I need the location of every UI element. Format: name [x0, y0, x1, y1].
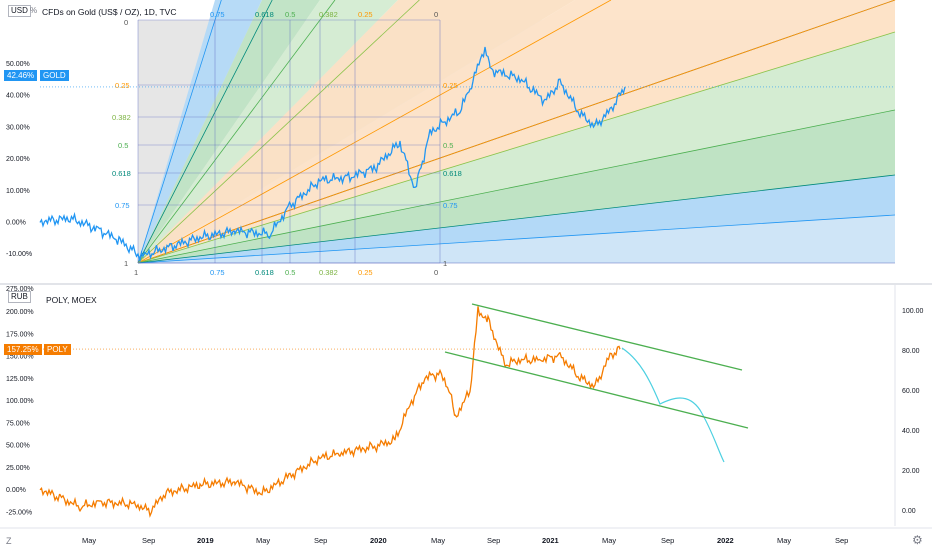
poly-right-axis-tick: 20.00 [902, 468, 920, 475]
fan-label-left: 1 [124, 259, 128, 268]
poly-right-axis-tick: 40.00 [902, 428, 920, 435]
poly-axis-tick: 75.00% [6, 420, 30, 427]
fan-label-top: 0 [434, 10, 438, 19]
projection-line [621, 347, 725, 463]
channel-upper-line [471, 303, 743, 371]
poly-chart-title[interactable]: POLY, MOEX [46, 295, 97, 305]
fan-ray-upper [137, 0, 222, 264]
fan-ray-lower [137, 31, 896, 264]
fan-ray-lower [137, 174, 896, 264]
fan-ray-upper [137, 0, 336, 264]
currency-button[interactable]: USD [8, 5, 31, 17]
fan-label-bottom: 0.5 [285, 268, 295, 277]
fan-ray-upper [137, 0, 612, 264]
time-axis-label: 2020 [370, 536, 387, 545]
settings-icon[interactable]: ⚙ [912, 533, 923, 547]
fan-label-bottom: 0.382 [319, 268, 338, 277]
fan-label-top: 0.618 [255, 10, 274, 19]
gold-price-line [39, 46, 626, 263]
fan-label-bottom: 0 [434, 268, 438, 277]
fan-ray-lower [137, 0, 896, 264]
time-axis-label: May [602, 536, 616, 545]
poly-axis-tick: 150.00% [6, 354, 34, 361]
gold-symbol-tag[interactable]: GOLD [40, 70, 69, 81]
fan-label-right: 0.75 [443, 201, 458, 210]
fan-label-top: 0.75 [210, 10, 225, 19]
fan-label-left: 0.382 [112, 113, 131, 122]
time-axis-label: May [777, 536, 791, 545]
gold-axis-tick: 0.00% [6, 220, 26, 227]
poly-right-axis-tick: 60.00 [902, 388, 920, 395]
fan-label-left: 0 [124, 18, 128, 27]
poly-right-axis-tick: 100.00 [902, 308, 924, 315]
poly-last-value-tag: 157.25% [4, 344, 42, 355]
gold-axis-tick: 40.00% [6, 93, 30, 100]
gold-last-value-tag: 42.46% [4, 70, 38, 81]
fan-label-left: 0.75 [115, 201, 130, 210]
time-axis-label: 2019 [197, 536, 214, 545]
poly-axis-tick: 100.00% [6, 398, 34, 405]
poly-price-line [39, 306, 621, 518]
time-axis-label: May [431, 536, 445, 545]
poly-symbol-tag[interactable]: POLY [44, 344, 71, 355]
time-axis-label: 2022 [717, 536, 734, 545]
gold-axis-tick: 50.00% [6, 61, 30, 68]
time-axis-label: Sep [142, 536, 155, 545]
poly-axis-tick: -25.00% [6, 509, 32, 516]
fan-label-top: 0.382 [319, 10, 338, 19]
time-axis-label: Sep [487, 536, 500, 545]
fan-label-left: 0.5 [118, 141, 128, 150]
time-axis-label: May [82, 536, 96, 545]
zoom-reset-button[interactable]: Z [6, 536, 12, 546]
fan-ray-upper [137, 0, 420, 264]
fan-label-right: 0.25 [443, 81, 458, 90]
poly-axis-tick: 175.00% [6, 331, 34, 338]
fan-label-top: 0.5 [285, 10, 295, 19]
fan-label-right: 1 [443, 259, 447, 268]
fan-label-left: 0.618 [112, 169, 131, 178]
poly-axis-tick: 0.00% [6, 487, 26, 494]
fan-label-bottom: 1 [134, 268, 138, 277]
time-axis-label: Sep [835, 536, 848, 545]
poly-axis-tick: 200.00% [6, 309, 34, 316]
rub-currency-button[interactable]: RUB [8, 291, 31, 303]
fan-label-right: 0.5 [443, 141, 453, 150]
fan-label-right: 0.618 [443, 169, 462, 178]
fan-ray-lower [137, 214, 896, 264]
poly-right-axis-tick: 80.00 [902, 348, 920, 355]
time-axis-label: May [256, 536, 270, 545]
channel-lower-line [444, 351, 749, 429]
poly-axis-tick: 275.00% [6, 286, 34, 293]
fan-label-top: 0.25 [358, 10, 373, 19]
gold-chart-title[interactable]: CFDs on Gold (US$ / OZ), 1D, TVC [42, 7, 177, 17]
poly-right-axis-tick: 0.00 [902, 508, 916, 515]
fan-label-bottom: 0.618 [255, 268, 274, 277]
poly-axis-tick: 125.00% [6, 376, 34, 383]
fan-label-left: 0.25 [115, 81, 130, 90]
percent-mode-icon[interactable]: % [30, 6, 38, 15]
gold-axis-tick: -10.00% [6, 251, 32, 258]
gold-axis-tick: 30.00% [6, 124, 30, 131]
fan-ray-lower [137, 109, 896, 264]
poly-axis-tick: 50.00% [6, 443, 30, 450]
gold-axis-tick: 10.00% [6, 188, 30, 195]
fan-label-bottom: 0.25 [358, 268, 373, 277]
poly-axis-tick: 25.00% [6, 465, 30, 472]
time-axis-label: 2021 [542, 536, 559, 545]
fan-ray-upper [137, 0, 273, 264]
time-axis-label: Sep [661, 536, 674, 545]
fan-label-bottom: 0.75 [210, 268, 225, 277]
time-axis-label: Sep [314, 536, 327, 545]
gold-axis-tick: 20.00% [6, 156, 30, 163]
